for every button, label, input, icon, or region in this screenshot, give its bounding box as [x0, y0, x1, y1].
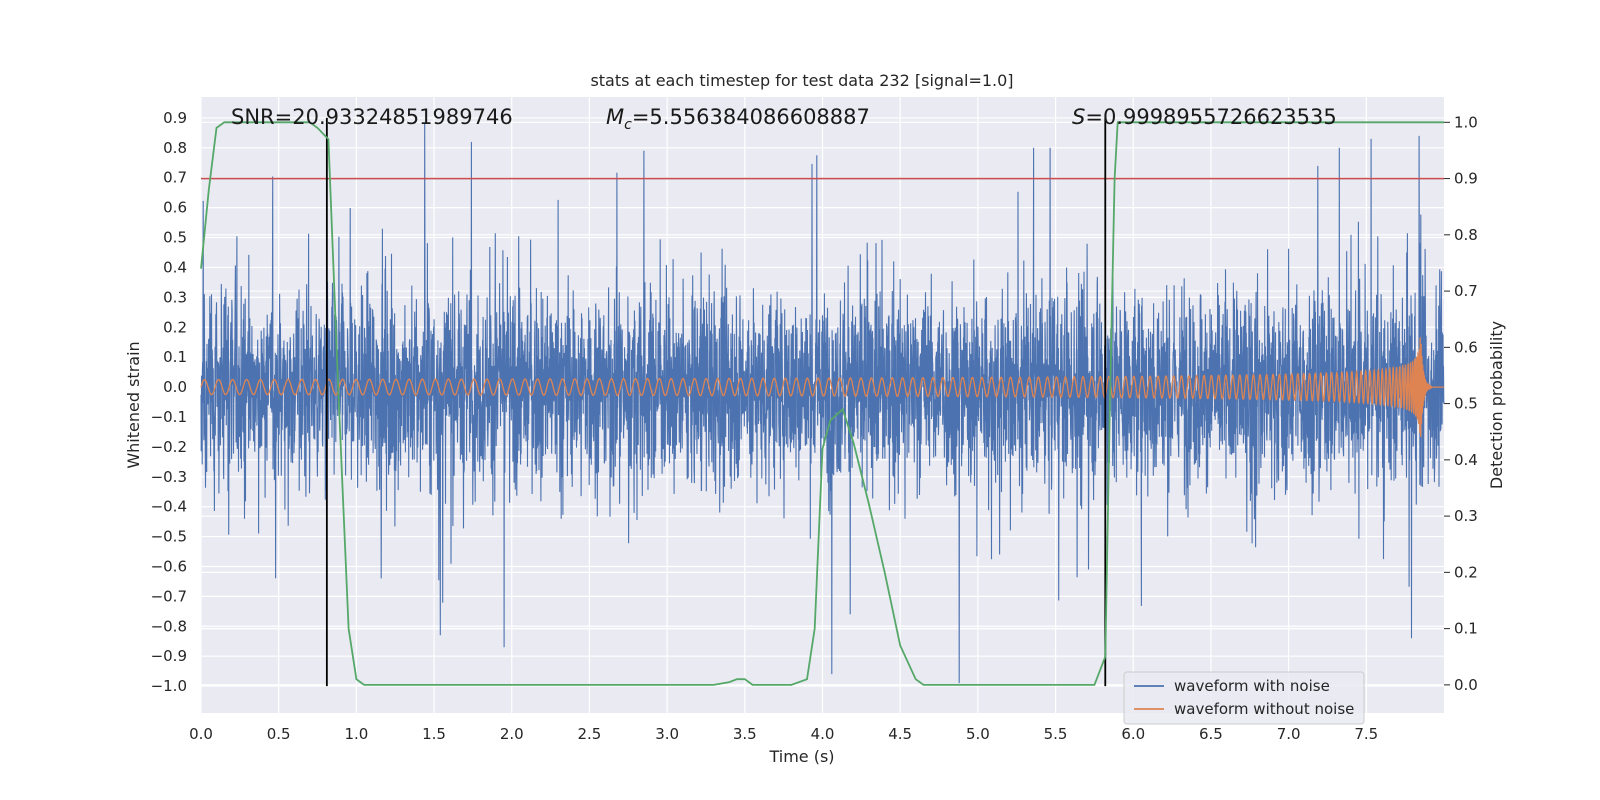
chirp-mass-subscript: c — [624, 117, 632, 133]
detection-probability-series — [200, 121, 1444, 686]
legend-box — [1123, 671, 1365, 725]
x-tick-label: 7.0 — [1277, 725, 1301, 743]
x-tick-label: 4.5 — [888, 725, 912, 743]
x-tick-label: 1.0 — [344, 725, 368, 743]
y2-tick-label: 0.8 — [1454, 226, 1478, 244]
y-tick-label: −0.9 — [151, 647, 187, 665]
y2-tick-label: 0.7 — [1454, 282, 1478, 300]
y-tick-label: 0.5 — [163, 229, 187, 247]
x-tick-label: 4.0 — [811, 725, 835, 743]
snr-annotation: SNR=20.93324851989746 — [231, 105, 513, 129]
y-tick-label: 0.8 — [163, 139, 187, 157]
chart-title: stats at each timestep for test data 232… — [590, 71, 1013, 90]
y2-tick-label: 0.6 — [1454, 338, 1478, 356]
y-tick-label: 0.7 — [163, 169, 187, 187]
x-tick-label: 2.5 — [578, 725, 602, 743]
chirp-mass-value: =5.556384086608887 — [632, 105, 870, 129]
x-tick-label: 3.5 — [733, 725, 757, 743]
y2-tick-label: 0.3 — [1454, 507, 1478, 525]
legend: waveform with noise waveform without noi… — [1123, 671, 1365, 725]
y2-tick-label: 1.0 — [1454, 113, 1478, 131]
x-tick-label: 5.5 — [1044, 725, 1068, 743]
x-tick-label: 6.0 — [1121, 725, 1145, 743]
x-axis-label: Time (s) — [768, 747, 834, 766]
y-tick-label: 0.6 — [163, 199, 187, 217]
y-tick-label: −0.5 — [151, 528, 187, 546]
y-tick-label: −0.6 — [151, 557, 187, 575]
chirp-mass-symbol: M — [606, 105, 624, 129]
chirp-mass-annotation: Mc=5.556384086608887 — [606, 105, 870, 133]
y2-axis-label: Detection probability — [1487, 321, 1506, 489]
y2-tick-label: 0.1 — [1454, 620, 1478, 638]
y2-tick-label: 0.5 — [1454, 395, 1478, 413]
legend-label-clean: waveform without noise — [1174, 700, 1354, 718]
y-tick-label: 0.3 — [163, 288, 187, 306]
y-tick-label: −0.8 — [151, 617, 187, 635]
noisy-waveform-series — [200, 123, 1445, 684]
y-tick-label: 0.0 — [163, 378, 187, 396]
tick-labels: 0.0 0.5 1.0 1.5 2.0 2.5 3.0 3.5 4.0 4.5 5.0 5.5 6.0 6… — [151, 109, 1478, 743]
x-tick-label: 1.5 — [422, 725, 446, 743]
y-tick-label: −0.3 — [151, 468, 187, 486]
x-tick-label: 3.0 — [655, 725, 679, 743]
x-tick-label: 5.0 — [966, 725, 990, 743]
y-tick-label: 0.9 — [163, 109, 187, 127]
y-axis-label: Whitened strain — [124, 341, 143, 468]
noisy-waveform-line — [200, 123, 1445, 684]
score-value: =0.9998955726623535 — [1085, 105, 1336, 129]
y-tick-label: −0.1 — [151, 408, 187, 426]
y-tick-label: −1.0 — [151, 677, 187, 695]
y-tick-label: −0.7 — [151, 587, 187, 605]
y2-tick-label: 0.0 — [1454, 676, 1478, 694]
y-tick-label: −0.4 — [151, 498, 187, 516]
overlay-lines — [201, 117, 1444, 687]
y-tick-label: 0.1 — [163, 348, 187, 366]
clean-waveform-line — [200, 337, 1444, 437]
x-tick-label: 2.0 — [500, 725, 524, 743]
y-tick-label: 0.2 — [163, 318, 187, 336]
y-tick-label: 0.4 — [163, 258, 187, 276]
score-symbol: S — [1072, 105, 1085, 129]
x-tick-label: 6.5 — [1199, 725, 1223, 743]
detection-probability-line — [200, 121, 1444, 686]
y2-tick-label: 0.2 — [1454, 563, 1478, 581]
y-tick-label: −0.2 — [151, 438, 187, 456]
score-annotation: S=0.9998955726623535 — [1072, 105, 1337, 129]
y2-tick-label: 0.9 — [1454, 170, 1478, 188]
x-tick-label: 0.5 — [267, 725, 291, 743]
x-tick-label: 7.5 — [1354, 725, 1378, 743]
x-tick-label: 0.0 — [189, 725, 213, 743]
legend-label-noisy: waveform with noise — [1174, 677, 1330, 695]
clean-waveform-series — [200, 337, 1444, 437]
y2-tick-label: 0.4 — [1454, 451, 1478, 469]
